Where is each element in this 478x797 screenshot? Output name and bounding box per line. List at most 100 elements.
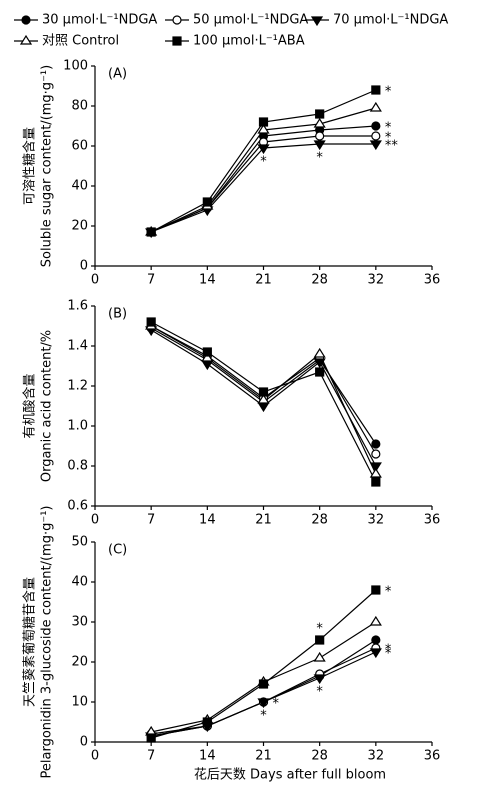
y-tick-label: 1.2 (67, 379, 88, 394)
panel-label: (C) (108, 543, 127, 558)
data-point (258, 387, 269, 397)
x-tick-label: 28 (311, 513, 328, 528)
y-tick-label: 20 (71, 655, 88, 670)
significance-mark: ** (385, 139, 399, 154)
legend-label: 对照 Control (42, 34, 119, 49)
data-point (371, 585, 381, 595)
x-tick-label: 21 (255, 273, 272, 288)
y-tick-label: 80 (71, 99, 88, 114)
data-point (146, 733, 156, 743)
data-point (257, 402, 270, 413)
x-tick-label: 32 (368, 273, 385, 288)
data-point (315, 131, 325, 141)
y-tick-label: 0.6 (67, 499, 88, 514)
data-point (369, 101, 382, 112)
data-point (371, 439, 381, 449)
data-point (257, 698, 270, 709)
data-point (146, 317, 156, 327)
data-point (313, 140, 326, 151)
significance-mark: * (260, 709, 267, 724)
y-tick-label: 40 (71, 575, 88, 590)
data-point (313, 674, 326, 685)
significance-mark: * (273, 697, 280, 712)
y-tick-label: 1.4 (67, 339, 88, 354)
y-tick-label: 40 (71, 179, 88, 194)
data-point (202, 197, 212, 207)
x-tick-label: 14 (199, 749, 216, 764)
data-point (21, 15, 31, 25)
x-tick-label: 7 (147, 273, 155, 288)
x-tick-label: 32 (368, 749, 385, 764)
y-tick-label: 0.8 (67, 459, 88, 474)
data-point (371, 449, 381, 459)
x-tick-label: 21 (255, 749, 272, 764)
significance-mark: * (316, 151, 323, 166)
y-axis-label: Soluble sugar content/(mg·g⁻¹) (40, 65, 55, 267)
data-point (371, 121, 381, 131)
panel-label: (A) (108, 67, 127, 82)
x-tick-label: 14 (199, 513, 216, 528)
y-axis-label: 天竺葵素葡萄糖苷含量 (22, 577, 38, 707)
data-point (313, 117, 326, 128)
significance-mark: * (385, 131, 392, 146)
significance-mark: * (385, 121, 392, 136)
y-tick-label: 30 (71, 615, 88, 630)
y-axis-label: Pelargonidin 3-glucoside content/(mg·g⁻¹… (40, 506, 55, 779)
legend-label: 50 μmol·L⁻¹NDGA (193, 13, 308, 28)
y-tick-label: 0 (80, 259, 88, 274)
legend-label: 100 μmol·L⁻¹ABA (193, 34, 305, 49)
x-tick-label: 0 (91, 273, 99, 288)
data-point (202, 717, 212, 727)
x-tick-label: 28 (311, 273, 328, 288)
data-point (369, 140, 382, 151)
panel-label: (B) (108, 307, 127, 322)
y-tick-label: 50 (71, 535, 88, 550)
x-tick-label: 7 (147, 513, 155, 528)
x-tick-label: 14 (199, 273, 216, 288)
y-tick-label: 1.0 (67, 419, 88, 434)
data-point (313, 358, 326, 369)
significance-mark: * (385, 643, 392, 658)
data-point (258, 117, 269, 127)
data-point (371, 635, 381, 645)
significance-mark: * (316, 685, 323, 700)
x-tick-label: 28 (311, 749, 328, 764)
y-tick-label: 1.6 (67, 299, 88, 314)
significance-mark: * (385, 647, 392, 662)
y-tick-label: 10 (71, 695, 88, 710)
data-point (371, 131, 381, 141)
data-point (315, 635, 325, 645)
data-point (315, 109, 325, 119)
y-tick-label: 60 (71, 139, 88, 154)
data-point (369, 615, 382, 626)
data-point (257, 144, 270, 155)
y-tick-label: 0 (80, 735, 88, 750)
significance-mark: * (385, 585, 392, 600)
significance-mark: * (260, 155, 267, 170)
y-tick-label: 100 (63, 59, 88, 74)
data-point (201, 351, 214, 362)
data-point (371, 477, 381, 487)
data-point (201, 360, 214, 371)
x-tick-label: 36 (424, 749, 441, 764)
data-point (369, 467, 382, 478)
data-point (19, 34, 33, 45)
y-axis-label: Organic acid content/% (40, 330, 55, 482)
data-point (369, 462, 382, 473)
x-tick-label: 36 (424, 273, 441, 288)
significance-mark: * (316, 622, 323, 637)
data-point (313, 651, 326, 662)
data-point (371, 85, 381, 95)
data-point (369, 648, 382, 659)
x-tick-label: 0 (91, 513, 99, 528)
data-point (172, 36, 182, 46)
data-point (313, 347, 326, 358)
data-point (202, 347, 212, 357)
significance-mark: * (385, 85, 392, 100)
data-point (172, 15, 182, 25)
x-tick-label: 36 (424, 513, 441, 528)
x-tick-label: 0 (91, 749, 99, 764)
data-point (257, 123, 270, 134)
legend-label: 30 μmol·L⁻¹NDGA (42, 13, 157, 28)
